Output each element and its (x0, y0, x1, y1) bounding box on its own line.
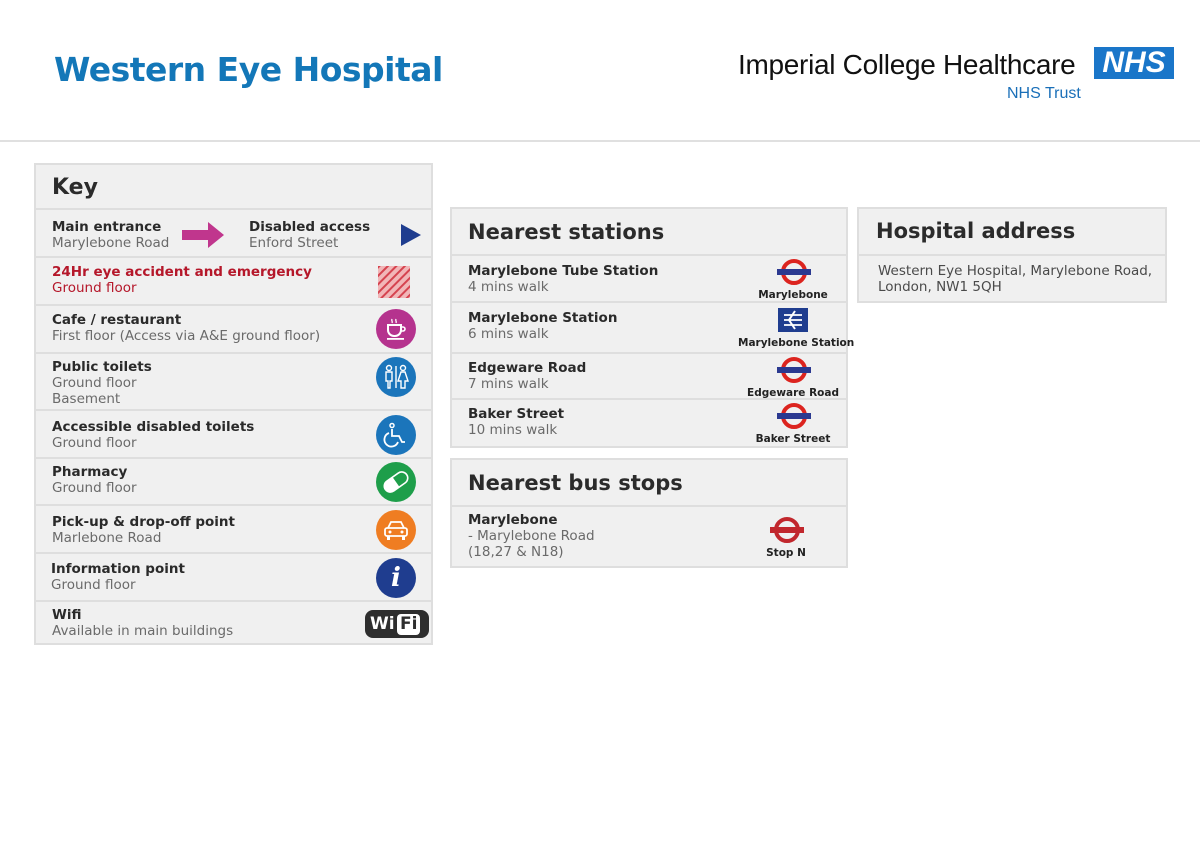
underground-roundel-icon: Marylebone (738, 259, 848, 301)
org-name: Imperial College Healthcare (738, 49, 1076, 80)
key-row-disabled-toilets: Accessible disabled toilets Ground floor (36, 411, 431, 459)
coffee-cup-icon (376, 309, 416, 349)
key-row-pharmacy: Pharmacy Ground floor (36, 459, 431, 506)
address-text: Western Eye Hospital, Marylebone Road, L… (878, 263, 1153, 295)
key-row-toilets: Public toilets Ground floor Basement (36, 354, 431, 411)
station-row: Baker Street 10 mins walk Baker Street (452, 400, 846, 446)
bus-roundel-icon: Stop N (731, 517, 841, 559)
key-row-information: Information point Ground floor i (36, 554, 431, 602)
address-title: Hospital address (859, 209, 1165, 256)
main-entrance: Main entrance Marylebone Road (52, 219, 170, 252)
hatched-area-icon (378, 266, 410, 298)
key-title: Key (36, 165, 431, 210)
station-row: Marylebone Station 6 mins walk Marylebon… (452, 303, 854, 354)
key-row-emergency: 24Hr eye accident and emergency Ground f… (36, 258, 431, 306)
bus-stop-row: Marylebone - Marylebone Road (18,27 & N1… (452, 507, 846, 566)
bus-title: Nearest bus stops (452, 460, 846, 507)
key-row-entrances: Main entrance Marylebone Road Disabled a… (36, 210, 431, 258)
info-icon: i (376, 558, 416, 598)
wifi-icon: Wi Fi (365, 610, 429, 638)
national-rail-icon: Marylebone Station (738, 308, 854, 349)
key-row-wifi: Wifi Available in main buildings Wi Fi (36, 602, 431, 647)
key-panel: Key Main entrance Marylebone Road Disabl… (34, 163, 433, 645)
underground-roundel-icon: Edgeware Road (738, 357, 848, 399)
wheelchair-icon (376, 415, 416, 455)
stations-title: Nearest stations (452, 209, 846, 256)
nhs-logo: NHS (1094, 47, 1174, 79)
stations-panel: Nearest stations Marylebone Tube Station… (450, 207, 854, 448)
station-row: Marylebone Tube Station 4 mins walk Mary… (452, 256, 846, 303)
station-row: Edgeware Road 7 mins walk Edgeware Road (452, 354, 846, 400)
underground-roundel-icon: Baker Street (738, 403, 848, 445)
toilets-icon (376, 357, 416, 397)
org-subtitle: NHS Trust (1007, 85, 1081, 102)
address-panel: Hospital address Western Eye Hospital, M… (857, 207, 1167, 303)
bus-panel: Nearest bus stops Marylebone - Marylebon… (450, 458, 848, 568)
triangle-right-icon (401, 224, 421, 246)
key-row-cafe: Cafe / restaurant First floor (Access vi… (36, 306, 431, 354)
pill-icon (376, 462, 416, 502)
car-icon (376, 510, 416, 550)
arrow-right-icon (182, 222, 224, 248)
disabled-access: Disabled access Enford Street (249, 219, 371, 252)
page-header: Western Eye Hospital Imperial College He… (0, 0, 1200, 142)
page-title: Western Eye Hospital (54, 50, 443, 89)
key-row-pickup: Pick-up & drop-off point Marlebone Road (36, 506, 431, 554)
